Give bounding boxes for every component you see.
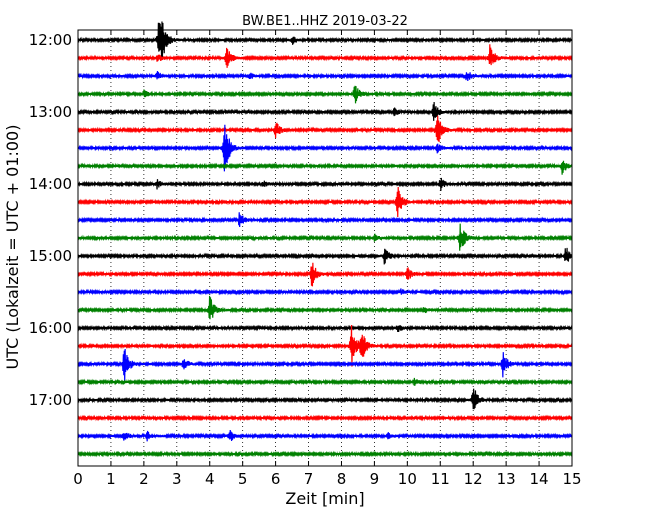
- seismogram-trace: [77, 115, 573, 143]
- x-tick-label: 12: [464, 470, 483, 488]
- x-tick-label: 3: [172, 470, 182, 488]
- y-tick-label: 13:00: [29, 103, 72, 121]
- seismogram-trace: [77, 324, 573, 332]
- axis-ticks: 0 1 2 3 4 5 6 7 8 9 10 11 12 13 14 1512:0013:0014:0015:…: [29, 30, 582, 488]
- seismogram-trace: [77, 377, 573, 386]
- x-axis-label: Zeit [min]: [285, 489, 364, 508]
- x-tick-label: 1: [106, 470, 116, 488]
- x-tick-label: 14: [530, 470, 549, 488]
- seismogram-trace: [77, 288, 573, 296]
- y-tick-label: 16:00: [29, 319, 72, 337]
- seismogram-trace: [77, 124, 573, 172]
- x-tick-label: 6: [271, 470, 281, 488]
- y-tick-label: 17:00: [29, 391, 72, 409]
- seismogram-trace: [77, 44, 573, 68]
- seismogram-trace: [77, 85, 573, 104]
- x-tick-label: 5: [238, 470, 248, 488]
- x-tick-label: 11: [431, 470, 450, 488]
- seismogram-trace: [77, 177, 573, 191]
- x-tick-label: 7: [304, 470, 314, 488]
- chart-title: BW.BE1..HHZ 2019-03-22: [242, 14, 408, 29]
- x-tick-label: 0: [73, 470, 83, 488]
- seismogram-trace: [77, 388, 573, 410]
- seismogram-trace: [77, 70, 573, 81]
- seismogram-trace: [77, 101, 573, 121]
- seismogram-trace: [77, 295, 573, 320]
- seismogram-trace: [77, 262, 573, 287]
- seismogram-trace: [77, 212, 573, 228]
- x-tick-label: 2: [139, 470, 149, 488]
- seismogram-trace: [77, 223, 573, 251]
- x-tick-label: 8: [337, 470, 347, 488]
- plot-frame: [77, 29, 573, 467]
- seismogram-trace: [77, 450, 573, 458]
- seismogram-trace: [77, 21, 573, 60]
- seismogram-trace: [77, 348, 573, 382]
- seismogram-trace: [77, 430, 573, 442]
- trace-layer: [77, 21, 573, 458]
- seismogram-trace: [77, 160, 573, 175]
- x-tick-label: 4: [205, 470, 215, 488]
- y-axis-label: UTC (Lokalzeit = UTC + 01:00): [3, 125, 22, 370]
- seismogram-trace: [77, 186, 573, 218]
- x-tick-label: 15: [562, 470, 581, 488]
- seismogram-trace: [77, 247, 573, 265]
- x-tick-label: 10: [398, 470, 417, 488]
- x-tick-label: 9: [370, 470, 380, 488]
- y-tick-label: 12:00: [29, 31, 72, 49]
- grid-lines: [110, 30, 540, 466]
- y-tick-label: 15:00: [29, 247, 72, 265]
- seismogram-trace: [77, 414, 573, 422]
- seismogram-trace: [77, 325, 573, 367]
- y-tick-label: 14:00: [29, 175, 72, 193]
- x-tick-label: 13: [497, 470, 516, 488]
